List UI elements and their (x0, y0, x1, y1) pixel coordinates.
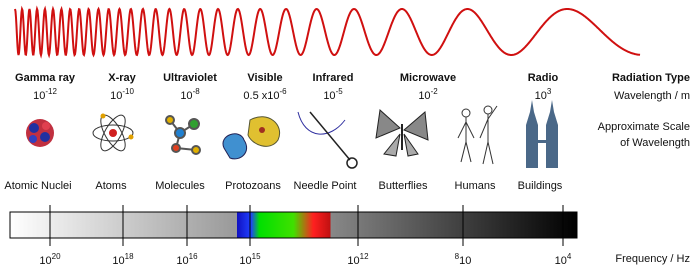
base: 10 (180, 90, 192, 102)
base: 0.5 x10 (243, 90, 279, 102)
exponent: 3 (547, 87, 552, 96)
protozoa-icon (222, 116, 281, 160)
buildings-icon (526, 100, 558, 168)
humans-icon (457, 105, 498, 165)
frequency-label: 1015 (239, 252, 261, 267)
base: 10 (459, 255, 471, 267)
exponent: 18 (125, 252, 134, 261)
scale-object: Butterflies (379, 180, 428, 192)
superscript: 8 (455, 252, 460, 261)
atom-icon (92, 113, 134, 152)
base: 10 (39, 255, 51, 267)
radiation-name: Microwave (400, 72, 456, 84)
base: 10 (347, 255, 359, 267)
spectrum-bar (9, 211, 578, 239)
scale-object: Protozoans (225, 180, 281, 192)
scale-object: Molecules (155, 180, 205, 192)
base: 10 (418, 90, 430, 102)
wavelength: 0.5 x10-6 (243, 87, 287, 102)
nucleus-icon (26, 119, 54, 147)
base: 10 (535, 90, 547, 102)
exponent: -8 (193, 87, 201, 96)
exponent: -2 (431, 87, 439, 96)
radiation-name: X-ray (108, 72, 136, 84)
scale-object: Atoms (95, 180, 127, 192)
scale-object: Humans (455, 180, 496, 192)
scale-object: Needle Point (294, 180, 357, 192)
exponent: -6 (279, 87, 287, 96)
exponent: -12 (45, 87, 57, 96)
frequency-label: 104 (555, 252, 572, 267)
frequency-ticks: 1020 1018 1016 1015 1012 810 104 (39, 205, 572, 267)
base: 10 (555, 255, 567, 267)
labels: Gamma ray10-12X-ray10-10Ultraviolet10-8V… (4, 72, 690, 265)
wave (14, 5, 641, 59)
base: 10 (323, 90, 335, 102)
row-label: Frequency / Hz (615, 253, 690, 265)
row-label: Radiation Type (612, 72, 690, 84)
icons (26, 100, 558, 169)
scale-object: Buildings (518, 180, 563, 192)
wavelength: 10-10 (110, 87, 134, 102)
exponent: 15 (252, 252, 261, 261)
wavelength: 103 (535, 87, 552, 102)
base: 10 (176, 255, 188, 267)
wavelength: 10-2 (418, 87, 438, 102)
exponent: -5 (336, 87, 344, 96)
exponent: 12 (360, 252, 369, 261)
molecule-icon (165, 115, 201, 155)
wavelength: 10-8 (180, 87, 200, 102)
exponent: -10 (122, 87, 134, 96)
frequency-label: 1018 (112, 252, 134, 267)
row-label: of Wavelength (620, 137, 690, 149)
needle-icon (297, 111, 358, 169)
frequency-label: 810 (455, 252, 472, 267)
wavelength: 10-5 (323, 87, 343, 102)
wavelength: 10-12 (33, 87, 57, 102)
frequency-label: 1020 (39, 252, 61, 267)
frequency-label: 1012 (347, 252, 369, 267)
frequency-label: 1016 (176, 252, 198, 267)
radiation-name: Radio (528, 72, 559, 84)
scale-object: Atomic Nuclei (4, 180, 71, 192)
base: 10 (239, 255, 251, 267)
base: 10 (110, 90, 122, 102)
exponent: 20 (52, 252, 61, 261)
radiation-name: Infrared (313, 72, 354, 84)
row-label: Wavelength / m (614, 90, 690, 102)
radiation-name: Visible (247, 72, 282, 84)
exponent: 4 (567, 252, 572, 261)
radiation-name: Gamma ray (15, 72, 76, 84)
radiation-name: Ultraviolet (163, 72, 217, 84)
base: 10 (33, 90, 45, 102)
butterfly-icon (375, 109, 429, 157)
exponent: 16 (189, 252, 198, 261)
row-label: Approximate Scale (598, 121, 690, 133)
base: 10 (112, 255, 124, 267)
